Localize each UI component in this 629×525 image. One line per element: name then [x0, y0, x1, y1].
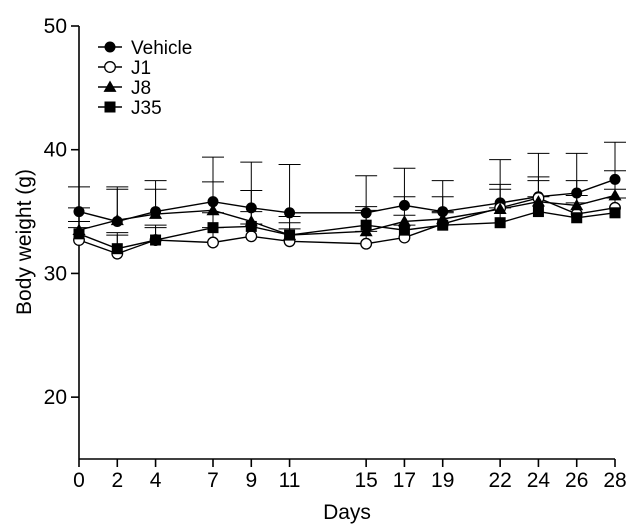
data-point-j8 [531, 195, 545, 207]
data-point-j35 [494, 217, 506, 229]
legend-label-vehicle: Vehicle [131, 38, 192, 59]
legend-label-j8: J8 [131, 78, 151, 99]
legend-marker-j8 [103, 80, 117, 92]
x-tick-label: 19 [431, 469, 454, 492]
y-tick-label: 30 [44, 262, 67, 285]
data-point-j35 [150, 234, 162, 246]
x-tick-label: 15 [354, 469, 377, 492]
data-point-vehicle [571, 187, 583, 199]
data-point-j35 [571, 212, 583, 224]
data-point-j8 [206, 203, 220, 216]
legend-marker-vehicle [104, 41, 116, 53]
x-axis-title: Days [323, 501, 371, 524]
data-point-j8 [493, 202, 507, 214]
y-tick-label: 20 [44, 386, 67, 409]
data-point-j1 [207, 236, 219, 249]
legend-label-j1: J1 [131, 58, 151, 79]
data-point-j35 [398, 224, 410, 236]
data-point-vehicle [245, 202, 257, 214]
legend-marker-j35 [104, 101, 116, 113]
data-point-j1 [245, 230, 258, 243]
y-axis-title: Body weight (g) [13, 169, 36, 315]
legend-marker-j1 [104, 61, 116, 73]
x-tick-label: 0 [73, 469, 85, 492]
data-point-j8 [149, 207, 163, 219]
data-point-j35 [73, 228, 85, 240]
data-point-j1 [360, 237, 373, 250]
legend-label-j35: J35 [131, 98, 162, 119]
data-point-j35 [532, 206, 544, 218]
y-tick-label: 40 [44, 139, 67, 162]
data-point-j8 [110, 213, 124, 226]
x-tick-label: 24 [527, 469, 551, 492]
x-tick-label: 26 [565, 469, 588, 492]
data-point-vehicle [437, 206, 449, 218]
data-point-j35 [437, 219, 449, 231]
data-point-j8 [397, 214, 411, 227]
data-point-vehicle [284, 207, 296, 219]
data-point-vehicle [73, 206, 85, 218]
data-point-vehicle [360, 207, 372, 219]
x-tick-label: 28 [603, 469, 626, 492]
data-point-j35 [360, 219, 372, 231]
data-point-vehicle [398, 199, 410, 211]
data-point-j8 [570, 198, 584, 211]
data-point-j35 [245, 220, 257, 232]
data-point-j8 [608, 188, 622, 201]
data-point-vehicle [609, 173, 621, 185]
x-tick-label: 11 [279, 469, 301, 492]
x-tick-label: 4 [150, 469, 162, 492]
x-tick-label: 22 [488, 469, 511, 492]
data-point-j35 [284, 229, 296, 241]
series-markers [72, 173, 622, 260]
y-tick-label: 50 [44, 15, 67, 38]
x-tick-label: 2 [111, 469, 123, 492]
data-point-j35 [207, 222, 219, 234]
x-tick-label: 17 [393, 469, 416, 492]
x-tick-label: 9 [245, 469, 257, 492]
data-point-j35 [609, 207, 621, 219]
data-point-j35 [111, 243, 123, 255]
x-tick-label: 7 [207, 469, 219, 492]
data-point-vehicle [207, 196, 219, 208]
